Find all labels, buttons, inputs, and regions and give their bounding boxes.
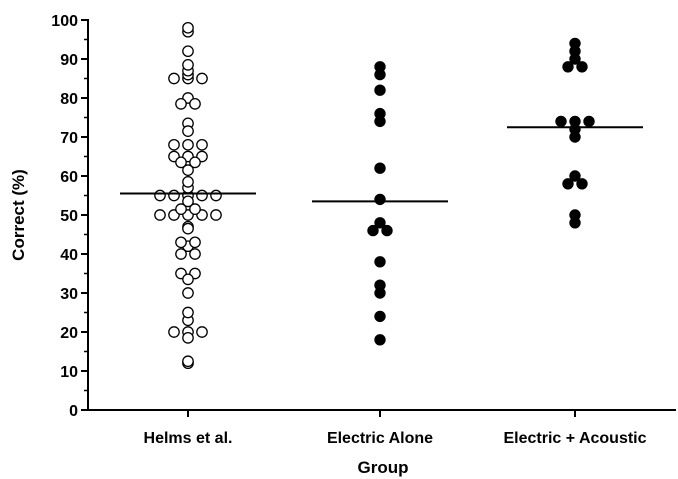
data-point	[189, 156, 201, 169]
x-category-label: Electric Alone	[327, 430, 433, 447]
data-point	[374, 162, 386, 174]
data-point	[569, 115, 581, 128]
data-point	[154, 189, 166, 202]
y-tick-label: 10	[60, 364, 78, 381]
data-points	[154, 21, 595, 370]
data-point	[189, 248, 201, 260]
data-point	[569, 170, 581, 182]
data-point	[562, 61, 574, 73]
data-point	[210, 209, 222, 221]
data-point	[367, 224, 379, 237]
data-point	[196, 72, 208, 85]
data-point	[189, 236, 201, 249]
data-point	[555, 115, 567, 128]
x-axis: Helms et al. Electric Alone Electric + Aco…	[87, 409, 676, 447]
x-category-label: Electric + Acoustic	[503, 430, 646, 447]
data-point	[182, 273, 194, 286]
data-point	[182, 58, 194, 71]
y-tick-label: 50	[60, 208, 78, 225]
data-point	[569, 37, 581, 50]
data-point	[168, 326, 180, 338]
data-point	[182, 195, 194, 208]
data-point	[196, 189, 208, 202]
data-point	[374, 279, 386, 291]
data-point	[168, 189, 180, 202]
data-point	[168, 72, 180, 85]
data-point	[182, 306, 194, 319]
data-point	[374, 334, 386, 346]
data-point	[175, 98, 187, 110]
data-point	[182, 164, 194, 176]
data-point	[374, 217, 386, 229]
x-axis-title: Group	[358, 458, 409, 477]
data-point	[576, 61, 588, 73]
data-point	[175, 203, 187, 215]
data-point	[576, 178, 588, 190]
data-point	[210, 189, 222, 202]
data-point	[374, 107, 386, 120]
y-tick-label: 30	[60, 286, 78, 303]
data-point	[374, 256, 386, 268]
y-tick-label: 90	[60, 52, 78, 69]
y-tick-label: 80	[60, 91, 78, 108]
data-point	[168, 138, 180, 151]
y-tick-label: 60	[60, 169, 78, 186]
y-tick-label: 40	[60, 247, 78, 264]
data-point	[182, 331, 194, 344]
data-point	[182, 138, 194, 151]
data-point	[182, 176, 194, 188]
data-point	[182, 125, 194, 137]
y-axis-title: Correct (%)	[9, 169, 28, 261]
data-point	[374, 310, 386, 323]
data-point	[175, 248, 187, 260]
y-tick-label: 70	[60, 130, 78, 147]
data-point	[374, 193, 386, 206]
y-tick-label: 100	[51, 13, 78, 30]
median-lines	[120, 126, 643, 203]
data-point	[196, 138, 208, 151]
data-point	[182, 287, 194, 299]
y-axis: 0 10 20 30 40 50 60 70 80 90 100	[51, 13, 89, 420]
data-point	[374, 84, 386, 96]
data-point	[374, 61, 386, 73]
data-point	[583, 115, 595, 128]
data-point	[182, 21, 194, 34]
data-point	[189, 203, 201, 215]
data-point	[182, 222, 194, 235]
y-tick-label: 0	[69, 403, 78, 420]
data-point	[182, 45, 194, 58]
y-tick-label: 20	[60, 325, 78, 342]
data-point	[381, 224, 393, 237]
data-point	[189, 98, 201, 110]
data-point	[175, 156, 187, 169]
data-point	[154, 209, 166, 221]
data-point	[569, 209, 581, 221]
data-point	[562, 178, 574, 190]
data-point	[175, 236, 187, 249]
x-category-label: Helms et al.	[144, 430, 233, 447]
data-point	[196, 326, 208, 338]
data-point	[182, 355, 194, 368]
